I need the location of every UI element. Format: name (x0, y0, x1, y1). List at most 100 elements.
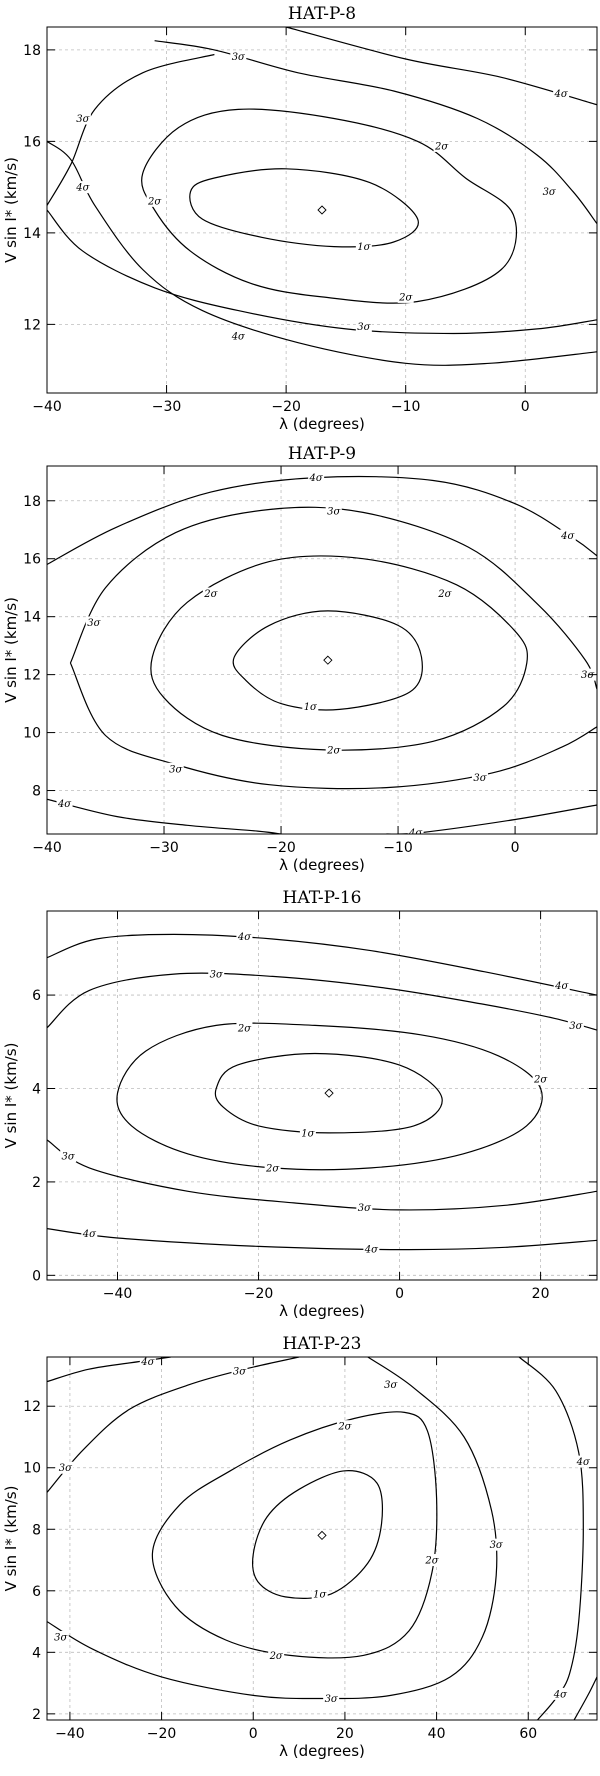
contour-label-background (299, 1126, 316, 1139)
contour-label-background (85, 616, 102, 629)
contour-label: 3σ (543, 187, 557, 198)
contour-label-background (325, 743, 342, 756)
contour-label: 1σ (301, 1128, 315, 1139)
contour-label: 2σ (203, 589, 218, 600)
plot-frame (46, 910, 598, 1281)
contour-2-sigma (151, 1411, 438, 1659)
contours: 1σ 2σ 2σ 2σ 3σ 3σ 3σ 3σ 3σ 4σ 4σ 4σ 4σ (47, 471, 597, 839)
contour-label-background (424, 1554, 440, 1567)
contour-label: 4σ (140, 1357, 155, 1368)
x-tick-label: −20 (147, 1726, 177, 1742)
contour-label-background (433, 139, 450, 152)
contour-label-background (74, 181, 91, 194)
contour-4-sigma (47, 475, 597, 566)
contour-1-sigma (251, 1470, 384, 1599)
y-tick-label: 12 (23, 317, 41, 333)
contour-label-background (471, 771, 488, 784)
x-tick-label: −20 (266, 840, 296, 856)
x-tick-label: −30 (149, 840, 179, 856)
contour-label: 3σ (233, 1366, 247, 1377)
y-tick-label: 12 (23, 1399, 41, 1415)
contour-label-background (382, 1378, 399, 1391)
contour-label-background (208, 968, 225, 981)
contour-label: 2σ (269, 1651, 284, 1662)
contour-label-background (311, 1587, 328, 1600)
contour-label-background (397, 290, 414, 303)
contour-label: 3σ (325, 1694, 339, 1705)
x-axis-label: λ (degrees) (279, 415, 365, 433)
y-tick-label: 10 (23, 726, 41, 742)
x-tick-label: 0 (395, 1286, 404, 1302)
contours: 1σ 2σ 2σ 2σ 3σ 3σ 3σ 3σ 4σ 4σ 4σ 4σ (47, 930, 597, 1256)
y-tick-label: 8 (32, 1522, 41, 1538)
contour-label-background (552, 1687, 569, 1700)
contour-label-background (559, 529, 576, 542)
contour-label-background (167, 762, 184, 775)
contour-label-background (567, 1019, 584, 1032)
y-axis-label: V sin I* (km/s) (2, 597, 20, 703)
axis-ticks: −40 −30 −20 −10 0 12 14 16 18 (23, 27, 597, 415)
contour-label-background (264, 1161, 281, 1174)
contour-label-background (407, 826, 424, 834)
contour-label: 2σ (147, 196, 162, 207)
contour-3-sigma (47, 53, 215, 206)
contour-label: 3σ (87, 618, 101, 629)
x-axis-label: λ (degrees) (279, 1742, 365, 1760)
best-fit-marker (317, 1530, 327, 1541)
contours: 1σ 2σ 2σ 2σ 3σ 3σ 3σ 3σ 3σ 3σ 4σ 4σ 4σ (47, 1357, 597, 1720)
contour-label: 3σ (569, 1021, 583, 1032)
y-axis-label: V sin I* (km/s) (2, 1043, 20, 1149)
contour-label-background (553, 979, 570, 992)
x-tick-label: −30 (152, 399, 182, 415)
x-tick-label: −10 (391, 399, 421, 415)
contour-label-background (355, 320, 372, 333)
plot-frame (46, 26, 598, 394)
contour-2-sigma (116, 1022, 543, 1171)
contour-label: 4σ (576, 1457, 591, 1468)
y-tick-label: 6 (32, 988, 41, 1004)
contour-label-background (302, 700, 319, 713)
x-tick-label: 40 (428, 1726, 446, 1742)
y-tick-label: 2 (32, 1175, 41, 1191)
contour-label-background (325, 504, 342, 517)
contour-label: 3σ (169, 764, 183, 775)
contour-label: 3σ (232, 52, 246, 63)
x-tick-label: 0 (511, 840, 520, 856)
contour-label-background (363, 1243, 380, 1256)
y-tick-label: 6 (32, 1584, 41, 1600)
x-axis-label: λ (degrees) (279, 1302, 365, 1320)
contour-4-sigma (285, 27, 597, 106)
contour-label: 4σ (408, 828, 423, 839)
panel-hat-p-8: HAT-P-8 1σ 2σ 2σ 2σ 3σ 3σ 3σ 3σ 4σ 4σ 4σ −40 −30 −20 −1… (2, 4, 598, 433)
x-tick-label: −40 (103, 1286, 133, 1302)
contour-4-sigma (47, 1228, 597, 1251)
contour-4-sigma (47, 933, 597, 996)
contour-label: 2σ (437, 589, 452, 600)
panel-hat-p-16: HAT-P-16 1σ 2σ 2σ 2σ 3σ 3σ 3σ 3σ 4σ 4σ 4σ 4σ −40 −20 0 2… (2, 888, 598, 1320)
contour-label-background (308, 471, 325, 484)
contour-label: 2σ (424, 1556, 439, 1567)
y-tick-label: 2 (32, 1707, 41, 1723)
contour-label-background (236, 1021, 253, 1034)
axis-ticks: −40 −20 0 20 40 60 2 4 6 8 10 12 (23, 1357, 597, 1742)
contour-label-background (323, 1692, 340, 1705)
contour-label-background (579, 668, 596, 681)
contour-label-background (60, 1150, 77, 1163)
x-tick-label: 20 (532, 1286, 550, 1302)
contour-3-sigma (47, 1139, 597, 1211)
x-tick-label: −20 (271, 399, 301, 415)
contour-label: 3σ (62, 1152, 76, 1163)
contour-label: 2σ (337, 1422, 352, 1433)
y-tick-label: 4 (32, 1645, 41, 1661)
contour-label-background (231, 1364, 248, 1377)
chart-title: HAT-P-9 (288, 444, 356, 464)
y-tick-label: 14 (23, 610, 41, 626)
panel-hat-p-23: HAT-P-23 1σ 2σ 2σ 2σ 3σ 3σ 3σ 3σ 3σ 3σ 4σ 4σ 4σ −40 −20… (2, 1334, 598, 1760)
contour-label-background (336, 1420, 353, 1433)
contour-4-sigma (518, 1357, 584, 1720)
contour-4-sigma (47, 140, 597, 366)
chart-title: HAT-P-16 (283, 888, 362, 908)
best-fit-marker (324, 1088, 334, 1098)
best-fit-marker (317, 205, 327, 215)
contour-1-sigma (214, 1052, 443, 1134)
